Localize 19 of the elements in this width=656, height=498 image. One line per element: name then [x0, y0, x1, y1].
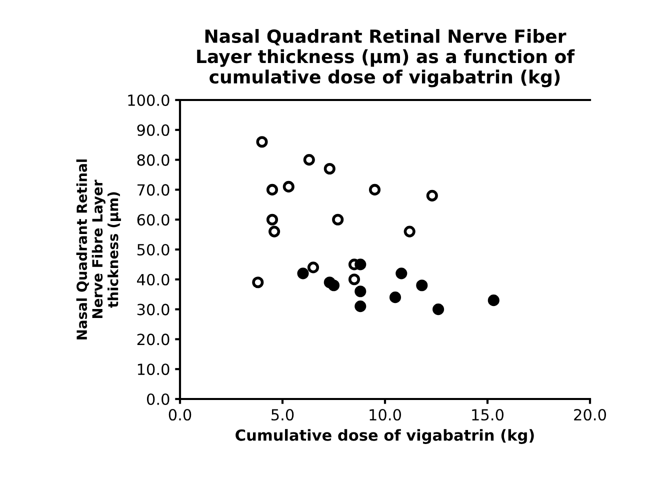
y-tick-label: 60.0 [137, 214, 170, 226]
x-tick-label: 20.0 [574, 408, 606, 421]
x-tick-label: 5.0 [272, 408, 294, 421]
x-tick-label: 0.0 [168, 408, 192, 421]
y-tick-label: 90.0 [137, 124, 170, 136]
x-axis-title: Cumulative dose of vigabatrin (kg) [236, 429, 534, 444]
x-tick-label: 10.0 [370, 408, 401, 421]
y-tick-label: 10.0 [138, 364, 170, 376]
y-tick-label: 50.0 [137, 244, 170, 256]
y-tick-label: 20.0 [137, 334, 170, 346]
y-tick-label: 70.0 [138, 184, 170, 196]
y-tick-label: 100.0 [128, 94, 170, 106]
y-tick-label: 40.0 [137, 274, 170, 286]
chart-title: Nasal Quadrant Retinal Nerve Fiber Layer thickness (µm) as a function of cumulative dose of vigabatrin (kg) [197, 29, 575, 88]
y-tick-label: 0.0 [146, 393, 170, 406]
x-tick-label: 15.0 [472, 408, 504, 421]
y-tick-label: 80.0 [137, 154, 170, 166]
y-axis-title: Nasal Quadrant Retinal Nerve Fibre Layer thickness (µm) [76, 159, 121, 340]
y-tick-label: 30.0 [137, 304, 170, 316]
